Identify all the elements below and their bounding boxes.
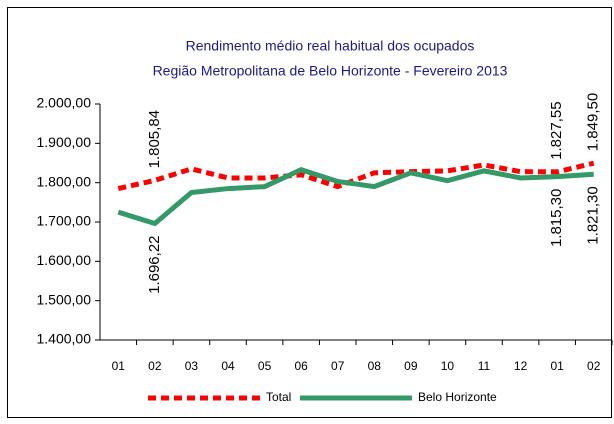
x-tick-label: 05 <box>258 359 272 373</box>
series-line <box>117 167 594 227</box>
data-label: 1.696,22 <box>146 235 163 293</box>
x-tick-label: 07 <box>331 359 345 373</box>
data-label: 1.805,84 <box>146 110 163 168</box>
chart-title: Rendimento médio real habitual dos ocupa… <box>186 38 475 54</box>
y-tick-label: 1.600,00 <box>37 252 92 268</box>
x-tick-label: 08 <box>368 359 382 373</box>
chart-border <box>7 7 612 418</box>
x-tick-label: 06 <box>294 359 308 373</box>
x-tick-label: 04 <box>221 359 235 373</box>
x-tick-label: 11 <box>478 359 491 373</box>
legend-label: Total <box>266 390 291 404</box>
x-tick-label: 02 <box>587 359 601 373</box>
y-tick-label: 1.800,00 <box>37 173 92 189</box>
y-tick-label: 1.500,00 <box>37 291 92 307</box>
y-tick-label: 1.900,00 <box>37 134 92 150</box>
x-tick-label: 01 <box>550 359 564 373</box>
x-tick-label: 09 <box>404 359 418 373</box>
legend-label: Belo Horizonte <box>418 390 497 404</box>
y-tick-label: 2.000,00 <box>37 95 92 111</box>
x-tick-label: 02 <box>148 359 162 373</box>
x-tick-label: 12 <box>514 359 528 373</box>
y-tick-label: 1.400,00 <box>37 331 92 347</box>
chart-subtitle: Região Metropolitana de Belo Horizonte -… <box>153 63 508 79</box>
x-tick-label: 01 <box>112 359 126 373</box>
y-tick-label: 1.700,00 <box>37 213 92 229</box>
x-tick-label: 10 <box>441 359 455 373</box>
data-label: 1.827,55 <box>548 101 565 159</box>
x-tick-label: 03 <box>185 359 199 373</box>
series-line <box>117 160 595 192</box>
data-label: 1.821,30 <box>585 186 602 244</box>
data-label: 1.849,50 <box>585 93 602 151</box>
data-label: 1.815,30 <box>548 189 565 247</box>
